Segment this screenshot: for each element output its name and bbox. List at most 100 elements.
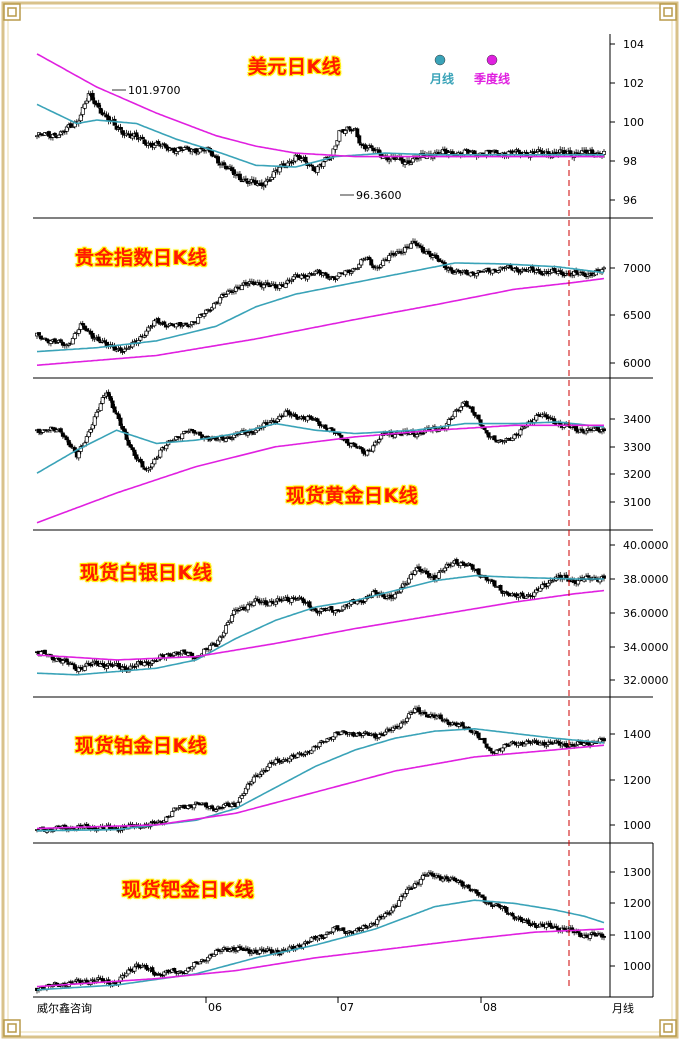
candle bbox=[263, 177, 268, 189]
candle bbox=[422, 567, 427, 572]
candle bbox=[150, 965, 155, 975]
candle bbox=[454, 557, 459, 566]
candle bbox=[164, 444, 169, 452]
candle bbox=[602, 934, 606, 941]
candle bbox=[405, 886, 409, 896]
candle bbox=[80, 104, 85, 118]
ma-season-line bbox=[36, 424, 604, 524]
candle bbox=[194, 147, 199, 156]
candle bbox=[379, 262, 384, 269]
candle bbox=[237, 795, 242, 804]
candle bbox=[377, 437, 382, 445]
candle bbox=[508, 741, 513, 746]
candle bbox=[118, 415, 123, 429]
candle bbox=[112, 115, 117, 126]
candle bbox=[488, 747, 493, 754]
candle bbox=[484, 430, 489, 436]
corner-ornament-icon bbox=[3, 1019, 21, 1037]
candle bbox=[54, 428, 59, 433]
y-tick-label: 1200 bbox=[623, 774, 651, 787]
candle bbox=[323, 424, 328, 430]
legend-month-dot-icon bbox=[434, 54, 446, 66]
candle bbox=[295, 751, 300, 759]
candle bbox=[66, 342, 71, 348]
ma-season-line bbox=[37, 744, 605, 830]
candle bbox=[279, 759, 284, 765]
candle bbox=[35, 135, 39, 140]
candle bbox=[444, 874, 449, 882]
candle bbox=[208, 438, 213, 443]
candle bbox=[96, 99, 101, 109]
candle bbox=[466, 726, 471, 729]
candle bbox=[158, 448, 163, 459]
candle bbox=[409, 240, 413, 249]
y-tick-label: 6000 bbox=[623, 357, 651, 370]
candle bbox=[365, 146, 370, 152]
candle bbox=[98, 401, 103, 411]
candle bbox=[421, 568, 425, 574]
candle bbox=[492, 268, 497, 272]
candle bbox=[536, 146, 541, 153]
candle bbox=[365, 449, 370, 457]
candle bbox=[76, 665, 81, 675]
candle bbox=[196, 151, 201, 156]
candle bbox=[245, 601, 250, 613]
candle bbox=[188, 804, 193, 809]
candle bbox=[335, 140, 340, 148]
candle bbox=[214, 948, 219, 956]
candle bbox=[419, 876, 423, 887]
candle bbox=[430, 424, 435, 434]
y-tick-label: 104 bbox=[623, 38, 644, 51]
candle bbox=[237, 170, 242, 182]
candle bbox=[180, 325, 185, 329]
candle bbox=[259, 179, 264, 189]
ma-month-line bbox=[37, 727, 605, 832]
candle bbox=[474, 272, 479, 279]
candle bbox=[407, 575, 411, 585]
candle bbox=[486, 432, 491, 440]
candle bbox=[82, 101, 87, 110]
candle bbox=[100, 394, 105, 405]
candle bbox=[52, 132, 57, 138]
candle bbox=[389, 592, 394, 602]
candle bbox=[226, 800, 230, 807]
candle bbox=[357, 731, 362, 737]
spot-palladium-chart-title: 现货钯金日K线 bbox=[122, 879, 255, 901]
ma-season-line bbox=[36, 589, 605, 661]
candle bbox=[202, 312, 207, 319]
candle bbox=[494, 749, 499, 754]
candle bbox=[345, 438, 350, 446]
legend-season-label: 季度线 bbox=[474, 72, 511, 86]
gold-index-chart-title: 贵金指数日K线 bbox=[75, 247, 208, 269]
candle bbox=[72, 331, 77, 341]
y-tick-label: 96 bbox=[623, 194, 637, 207]
candle bbox=[313, 607, 318, 613]
candle bbox=[106, 112, 111, 125]
candle bbox=[136, 962, 141, 970]
candle bbox=[140, 134, 145, 140]
candle bbox=[309, 748, 314, 755]
candle bbox=[186, 431, 191, 434]
candle bbox=[140, 459, 145, 468]
candle bbox=[387, 252, 392, 264]
candle bbox=[154, 456, 159, 460]
candle bbox=[321, 160, 326, 170]
candle bbox=[142, 659, 147, 667]
candle bbox=[182, 147, 187, 151]
candle bbox=[484, 902, 489, 906]
candle bbox=[325, 273, 330, 279]
legend-season-dot-icon bbox=[486, 54, 498, 66]
candle bbox=[466, 883, 471, 889]
candle bbox=[299, 272, 304, 280]
candle bbox=[492, 580, 497, 588]
candle bbox=[331, 276, 336, 281]
candle bbox=[156, 316, 161, 324]
candle bbox=[602, 573, 606, 582]
candle bbox=[393, 251, 398, 258]
candle bbox=[438, 712, 443, 720]
y-tick-label: 7000 bbox=[623, 262, 651, 275]
candle bbox=[309, 936, 314, 943]
candle bbox=[522, 742, 527, 747]
candle bbox=[273, 757, 278, 767]
